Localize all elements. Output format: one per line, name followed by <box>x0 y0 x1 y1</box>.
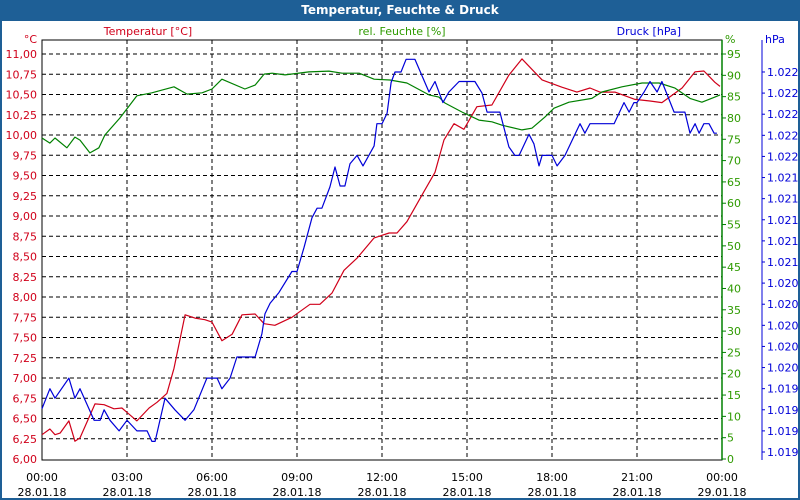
pressure-tick-label: 1.022 <box>767 129 799 142</box>
humidity-tick-label: 50 <box>727 240 741 253</box>
temperature-tick-label: 10,00 <box>6 129 38 142</box>
temperature-tick-label: 7,75 <box>13 311 38 324</box>
pressure-tick-label: 1.021 <box>767 214 799 227</box>
pressure-tick-label: 1.021 <box>767 193 799 206</box>
temperature-tick-label: 6,50 <box>13 413 38 426</box>
humidity-tick-label: 65 <box>727 176 741 189</box>
temperature-tick-label: 8,75 <box>13 230 38 243</box>
x-tick-time: 09:00 <box>281 471 313 484</box>
temperature-tick-label: 10,50 <box>6 89 38 102</box>
pressure-tick-label: 1.021 <box>767 256 799 269</box>
pressure-tick-label: 1.022 <box>767 108 799 121</box>
temperature-tick-label: 8,00 <box>13 291 38 304</box>
pressure-unit-label: hPa <box>765 33 785 46</box>
humidity-unit-label: % <box>725 33 735 46</box>
x-tick-date: 28.01.18 <box>443 486 492 499</box>
humidity-tick-label: 55 <box>727 219 741 232</box>
temperature-tick-label: 9,50 <box>13 170 38 183</box>
x-tick-time: 15:00 <box>451 471 483 484</box>
pressure-tick-label: 1.019 <box>767 446 799 459</box>
x-tick-date: 28.01.18 <box>613 486 662 499</box>
pressure-tick-label: 1.019 <box>767 425 799 438</box>
humidity-series-label: rel. Feuchte [%] <box>358 25 445 38</box>
pressure-tick-label: 1.020 <box>767 362 799 375</box>
pressure-tick-label: 1.019 <box>767 383 799 396</box>
temperature-series-label: Temperatur [°C] <box>103 25 192 38</box>
temperature-tick-label: 8,50 <box>13 251 38 264</box>
temperature-tick-label: 7,00 <box>13 372 38 385</box>
x-tick-time: 00:00 <box>26 471 58 484</box>
temperature-tick-label: 10,75 <box>6 68 38 81</box>
x-tick-date: 29.01.18 <box>698 486 747 499</box>
temperature-tick-label: 7,50 <box>13 332 38 345</box>
x-tick-time: 03:00 <box>111 471 143 484</box>
pressure-tick-label: 1.020 <box>767 340 799 353</box>
humidity-tick-label: 25 <box>727 346 741 359</box>
pressure-line <box>41 58 717 442</box>
pressure-tick-label: 1.021 <box>767 235 799 248</box>
pressure-tick-label: 1.021 <box>767 172 799 185</box>
temperature-tick-label: 6,25 <box>13 433 38 446</box>
humidity-tick-label: 35 <box>727 304 741 317</box>
humidity-tick-label: 45 <box>727 261 741 274</box>
pressure-tick-label: 1.022 <box>767 87 799 100</box>
humidity-tick-label: 75 <box>727 133 741 146</box>
pressure-series-label: Druck [hPa] <box>617 25 681 38</box>
temperature-tick-label: 10,25 <box>6 109 38 122</box>
series-lines <box>41 58 721 442</box>
temperature-tick-label: 9,00 <box>13 210 38 223</box>
x-tick-time: 06:00 <box>196 471 228 484</box>
x-tick-date: 28.01.18 <box>18 486 67 499</box>
temperature-tick-label: 9,75 <box>13 149 38 162</box>
humidity-tick-label: 60 <box>727 197 741 210</box>
temperature-tick-label: 7,25 <box>13 352 38 365</box>
x-tick-date: 28.01.18 <box>188 486 237 499</box>
window-title: Temperatur, Feuchte & Druck <box>2 0 798 21</box>
x-tick-date: 28.01.18 <box>273 486 322 499</box>
temperature-tick-label: 9,25 <box>13 190 38 203</box>
x-tick-time: 00:00 <box>706 471 738 484</box>
temperature-tick-label: 6,75 <box>13 392 38 405</box>
humidity-line <box>41 70 721 154</box>
humidity-tick-label: 0 <box>727 453 734 466</box>
pressure-tick-label: 1.022 <box>767 150 799 163</box>
humidity-tick-label: 10 <box>727 410 741 423</box>
grid <box>42 40 722 460</box>
x-tick-date: 28.01.18 <box>103 486 152 499</box>
temperature-tick-label: 11,00 <box>6 48 38 61</box>
x-tick-time: 21:00 <box>621 471 653 484</box>
temperature-unit-label: °C <box>24 33 38 46</box>
temperature-tick-label: 8,25 <box>13 271 38 284</box>
x-tick-time: 18:00 <box>536 471 568 484</box>
pressure-tick-label: 1.022 <box>767 66 799 79</box>
humidity-tick-label: 70 <box>727 155 741 168</box>
axes: 6,00 6,25 6,50 6,75 7,00 7,25 7,50 7,75 8,00 8,25… <box>6 39 799 499</box>
temperature-tick-label: 6,00 <box>13 453 38 466</box>
pressure-tick-label: 1.020 <box>767 298 799 311</box>
humidity-tick-label: 85 <box>727 91 741 104</box>
humidity-tick-label: 30 <box>727 325 741 338</box>
temperature-line <box>41 58 721 442</box>
humidity-tick-label: 80 <box>727 112 741 125</box>
humidity-tick-label: 90 <box>727 69 741 82</box>
pressure-tick-label: 1.020 <box>767 277 799 290</box>
humidity-tick-label: 5 <box>727 432 734 445</box>
x-tick-date: 28.01.18 <box>358 486 407 499</box>
humidity-tick-label: 15 <box>727 389 741 402</box>
pressure-tick-label: 1.019 <box>767 404 799 417</box>
humidity-tick-label: 95 <box>727 48 741 61</box>
humidity-tick-label: 20 <box>727 368 741 381</box>
pressure-tick-label: 1.020 <box>767 319 799 332</box>
x-tick-date: 28.01.18 <box>528 486 577 499</box>
humidity-tick-label: 40 <box>727 282 741 295</box>
x-tick-time: 12:00 <box>366 471 398 484</box>
